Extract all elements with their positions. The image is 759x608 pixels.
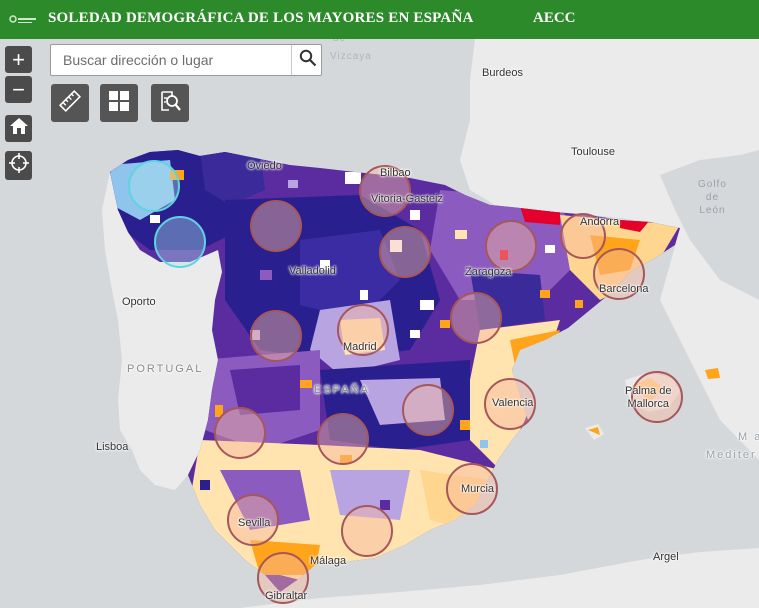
locate-button[interactable]	[5, 151, 32, 180]
search-box	[50, 44, 322, 76]
ruler-icon	[58, 89, 82, 118]
grid-icon	[108, 90, 130, 117]
map-view[interactable]: de Vizcaya Burdeos Toulouse Golfo de Leó…	[0, 39, 759, 608]
search-document-icon	[159, 90, 181, 117]
map-label-palma-2: Mallorca	[627, 398, 670, 410]
map-label-barcelona: Barcelona	[599, 283, 649, 295]
query-button[interactable]	[151, 84, 189, 122]
map-label-palma: Palma de Mallorca	[625, 385, 671, 411]
map-label-vitoria: Vitoria-Gasteiz	[371, 193, 443, 205]
map-label-zaragoza: Zaragoza	[465, 266, 512, 278]
map-label-andorra: Andorra	[580, 216, 620, 228]
home-icon	[9, 117, 29, 140]
map-label-murcia: Murcia	[461, 483, 495, 495]
search-button[interactable]	[291, 45, 323, 75]
crosshair-icon	[8, 153, 29, 178]
map-label-golfo-2: de	[705, 192, 720, 203]
organization-name: AECC	[533, 10, 576, 26]
map-label-toulouse: Toulouse	[571, 146, 616, 158]
map-label-sevilla: Sevilla	[238, 517, 271, 529]
map-label-oporto: Oporto	[122, 296, 156, 308]
zoom-in-icon: +	[12, 46, 25, 72]
map-label-burdeos: Burdeos	[482, 67, 523, 79]
search-input[interactable]	[51, 45, 291, 75]
map-label-malaga: Málaga	[310, 555, 347, 567]
map-label-oviedo: Oviedo	[247, 160, 282, 172]
map-label-biscay: Vizcaya	[330, 51, 372, 62]
map-label-golfo: Golfo de León	[698, 178, 727, 217]
layers-button[interactable]	[100, 84, 138, 122]
map-label-valencia: Valencia	[492, 397, 534, 409]
home-button[interactable]	[5, 115, 32, 142]
app-header: SOLEDAD DEMOGRÁFICA DE LOS MAYORES EN ES…	[0, 0, 759, 39]
app-title: SOLEDAD DEMOGRÁFICA DE LOS MAYORES EN ES…	[48, 10, 474, 26]
map-label-biscay-top: de	[333, 39, 346, 44]
zoom-out-button[interactable]: −	[5, 76, 32, 103]
map-label-madrid: Madrid	[343, 341, 377, 353]
search-icon	[299, 49, 317, 72]
map-label-bilbao: Bilbao	[380, 167, 411, 179]
map-label-valladolid: Valladolid	[289, 265, 336, 277]
zoom-out-icon: −	[12, 76, 25, 102]
map-label-espana: ESPAÑA	[314, 384, 370, 396]
map-label-golfo-3: León	[699, 205, 726, 216]
map-canvas[interactable]	[0, 39, 759, 608]
map-label-palma-1: Palma de	[625, 385, 672, 397]
map-label-portugal: PORTUGAL	[127, 363, 204, 375]
map-label-gibraltar: Gibraltar	[265, 590, 308, 602]
map-label-golfo-1: Golfo	[698, 179, 727, 190]
measure-button[interactable]	[51, 84, 89, 122]
zoom-in-button[interactable]: +	[5, 46, 32, 73]
map-label-lisboa: Lisboa	[96, 441, 129, 453]
map-label-mar-1: M a	[738, 431, 759, 443]
logo-icon	[9, 13, 39, 31]
map-label-mar-2: Mediter	[706, 449, 757, 461]
map-label-argel: Argel	[653, 551, 679, 563]
